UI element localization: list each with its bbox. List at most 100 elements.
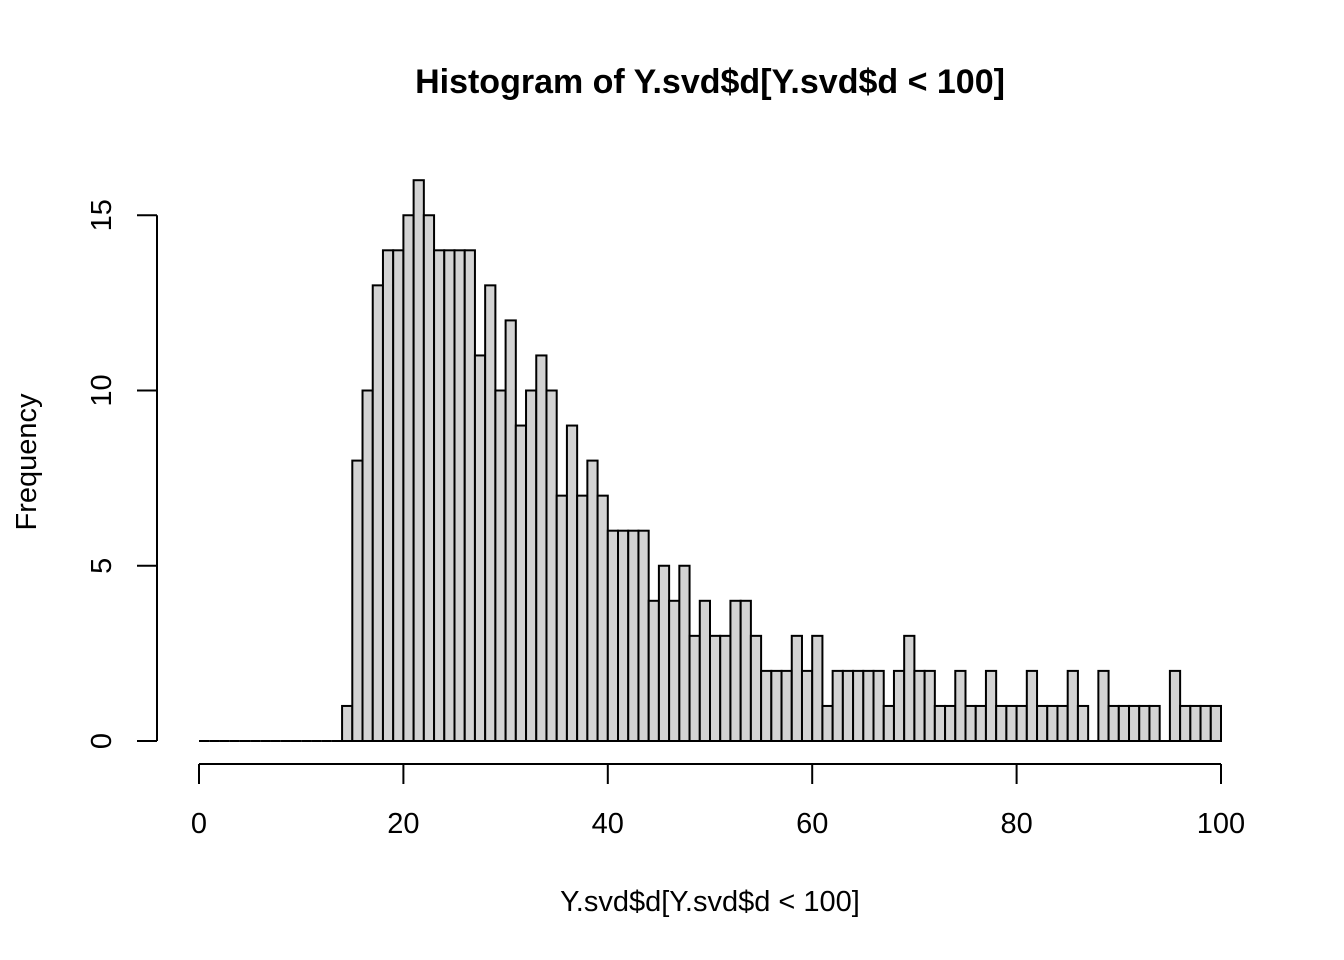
histogram-bar bbox=[1199, 704, 1212, 743]
histogram-bar bbox=[412, 179, 425, 742]
histogram-bar bbox=[463, 249, 476, 743]
histogram-bar bbox=[892, 669, 906, 743]
histogram-bar bbox=[749, 634, 763, 742]
y-axis: 0 5 10 15 bbox=[86, 199, 158, 749]
histogram-bar bbox=[1066, 669, 1079, 743]
histogram-bar bbox=[811, 634, 824, 742]
histogram-bar bbox=[1025, 669, 1039, 743]
histogram-bar bbox=[984, 669, 998, 743]
x-tick-label: 20 bbox=[387, 808, 419, 840]
histogram-bar bbox=[422, 214, 436, 742]
bars-layer bbox=[199, 179, 1223, 743]
histogram-bar bbox=[1107, 704, 1120, 743]
histogram-bar bbox=[964, 704, 977, 743]
x-axis-label: Y.svd$d[Y.svd$d < 100] bbox=[560, 886, 860, 918]
histogram-bar bbox=[565, 424, 579, 742]
histogram-bar bbox=[606, 529, 620, 743]
histogram-bar bbox=[433, 249, 446, 743]
histogram-bar bbox=[361, 389, 374, 742]
histogram-bar bbox=[933, 704, 947, 743]
histogram-bar bbox=[729, 599, 742, 742]
histogram-bar bbox=[637, 529, 650, 743]
histogram-bar bbox=[974, 704, 987, 743]
histogram-bar bbox=[739, 599, 752, 742]
x-axis: 0 20 40 60 80 100 bbox=[191, 763, 1245, 840]
histogram-bar bbox=[770, 669, 783, 743]
histogram-bar bbox=[535, 354, 548, 742]
histogram-bar bbox=[576, 494, 589, 742]
histogram-bar bbox=[627, 529, 640, 743]
histogram-bar bbox=[617, 529, 630, 743]
histogram-bar bbox=[504, 319, 517, 742]
histogram-bar bbox=[1015, 704, 1028, 743]
histogram-bar bbox=[443, 249, 456, 743]
histogram-bar bbox=[821, 704, 834, 743]
histogram-bar bbox=[995, 704, 1008, 743]
histogram-bar bbox=[381, 249, 395, 743]
histogram-bar bbox=[709, 634, 722, 742]
histogram-bar bbox=[453, 249, 466, 743]
histogram-bar bbox=[514, 424, 528, 742]
histogram-bar bbox=[780, 669, 793, 743]
histogram-bar bbox=[1179, 704, 1192, 743]
histogram-bar bbox=[913, 669, 926, 743]
histogram-bar bbox=[473, 354, 487, 742]
x-tick-label: 80 bbox=[1000, 808, 1032, 840]
histogram-bar bbox=[698, 599, 712, 742]
histogram-bar bbox=[1076, 704, 1090, 743]
histogram-bar bbox=[1117, 704, 1131, 743]
histogram-bar bbox=[862, 669, 875, 743]
x-tick-label: 60 bbox=[796, 808, 828, 840]
y-axis-label: Frequency bbox=[11, 393, 43, 531]
x-tick-label: 40 bbox=[592, 808, 624, 840]
histogram-bar bbox=[1189, 704, 1202, 743]
histogram-bar bbox=[586, 459, 599, 742]
histogram-bar bbox=[831, 669, 844, 743]
histogram-bar bbox=[351, 459, 364, 742]
histogram-bar bbox=[525, 389, 538, 742]
x-tick-label: 0 bbox=[191, 808, 207, 840]
histogram-bar bbox=[1046, 704, 1059, 743]
histogram-bar bbox=[954, 669, 967, 743]
histogram-bar bbox=[923, 669, 936, 743]
histogram-bar bbox=[872, 669, 885, 743]
histogram-bar bbox=[882, 704, 895, 743]
chart-title: Histogram of Y.svd$d[Y.svd$d < 100] bbox=[415, 63, 1005, 101]
histogram-bar bbox=[1168, 669, 1182, 743]
histogram-bar bbox=[1005, 704, 1018, 743]
histogram-bar bbox=[1209, 704, 1223, 743]
histogram-bar bbox=[688, 634, 701, 742]
histogram-bar bbox=[678, 564, 691, 742]
histogram-bar bbox=[668, 599, 681, 742]
histogram-bar bbox=[494, 389, 507, 742]
y-tick-label: 0 bbox=[86, 733, 118, 749]
histogram-bar bbox=[484, 284, 497, 742]
histogram-bar bbox=[596, 494, 609, 742]
histogram-bar bbox=[657, 564, 671, 742]
histogram-bar bbox=[944, 704, 957, 743]
histogram-bar bbox=[790, 634, 803, 742]
x-tick-label: 100 bbox=[1197, 808, 1245, 840]
histogram-bar bbox=[903, 634, 916, 742]
histogram-bar bbox=[647, 599, 660, 742]
histogram-bar bbox=[841, 669, 855, 743]
y-tick-label: 10 bbox=[86, 374, 118, 406]
histogram-bar bbox=[719, 634, 732, 742]
histogram-bar bbox=[1128, 704, 1141, 743]
histogram-bar bbox=[341, 704, 354, 743]
histogram-bar bbox=[760, 669, 773, 743]
y-tick-label: 5 bbox=[86, 558, 118, 574]
histogram-bar bbox=[545, 389, 558, 742]
histogram-bar bbox=[800, 669, 814, 743]
histogram-bar bbox=[371, 284, 384, 742]
y-tick-label: 15 bbox=[86, 199, 118, 231]
histogram-bar bbox=[1056, 704, 1069, 743]
histogram-bar bbox=[1097, 669, 1110, 743]
histogram-bar bbox=[392, 249, 405, 743]
histogram-bar bbox=[1138, 704, 1151, 743]
histogram-bar bbox=[852, 669, 865, 743]
histogram-bar bbox=[555, 494, 568, 742]
histogram-bar bbox=[1036, 704, 1049, 743]
